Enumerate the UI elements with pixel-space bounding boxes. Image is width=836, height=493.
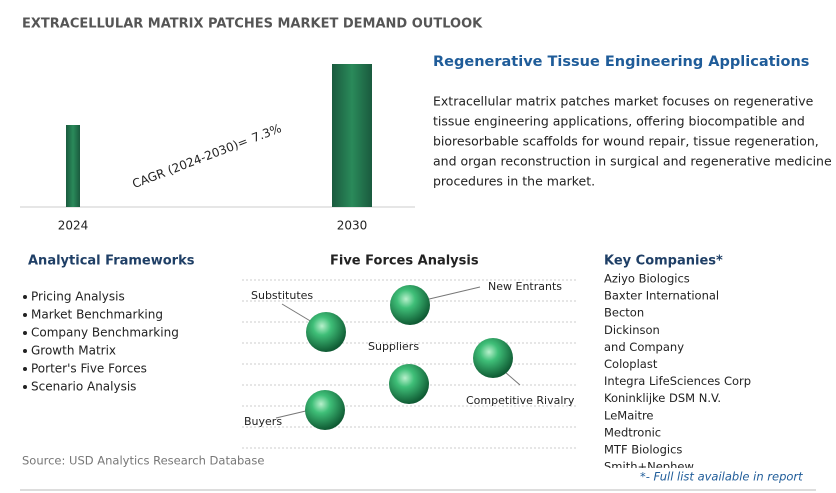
company: Integra LifeSciences Corp [604, 374, 751, 388]
title: EXTRACELLULAR MATRIX PATCHES MARKET DEMA… [22, 17, 483, 32]
x-tick-label: 2030 [337, 219, 368, 233]
frameworks-list: Pricing Analysis Market Benchmarking Compa… [23, 290, 179, 394]
description-line: and organ reconstruction in surgical and… [433, 154, 832, 169]
company: Koninklijke DSM N.V. [604, 391, 721, 405]
spheres [305, 285, 513, 430]
bar [332, 64, 372, 207]
company: Aziyo Biologics [604, 272, 690, 286]
framework-item: Company Benchmarking [31, 326, 179, 340]
description: Extracellular matrix patches market focu… [433, 94, 832, 189]
company: LeMaitre [604, 408, 654, 422]
cagr-value: 7.3% [250, 121, 283, 145]
bullet [23, 295, 27, 299]
force-label: Competitive Rivalry [466, 394, 575, 407]
companies-list: Aziyo Biologics Baxter International Becto… [604, 272, 751, 474]
force-label: Suppliers [368, 340, 419, 353]
connectors [275, 286, 521, 419]
company: Medtronic [604, 425, 661, 439]
force-label: Substitutes [251, 289, 313, 302]
framework-item: Growth Matrix [31, 344, 116, 358]
description-line: procedures in the market. [433, 174, 595, 189]
x-tick-label: 2024 [58, 219, 89, 233]
source: Source: USD Analytics Research Database [22, 454, 264, 468]
framework-item: Market Benchmarking [31, 308, 163, 322]
company: Coloplast [604, 357, 658, 371]
bullet [23, 313, 27, 317]
description-heading: Regenerative Tissue Engineering Applicat… [433, 54, 809, 70]
cagr-annotation: CAGR (2024-2030)=7.3% [130, 121, 283, 191]
frameworks-heading: Analytical Frameworks [28, 254, 195, 269]
framework-item: Scenario Analysis [31, 380, 136, 394]
description-line: tissue engineering applications, offerin… [433, 114, 805, 129]
company: Becton [604, 306, 644, 320]
list-mask [590, 468, 836, 493]
description-line: bioresorbable scaffolds for wound repair… [433, 134, 819, 149]
company: Baxter International [604, 289, 719, 303]
description-line: Extracellular matrix patches market focu… [433, 94, 814, 109]
five-forces-heading: Five Forces Analysis [330, 254, 479, 269]
five-forces-labels: Substitutes New Entrants Suppliers Competit… [244, 280, 575, 428]
bar [66, 125, 80, 207]
companies-heading: Key Companies* [604, 254, 723, 269]
company: and Company [604, 340, 684, 354]
bullet [23, 385, 27, 389]
company: Dickinson [604, 323, 660, 337]
force-label: Buyers [244, 415, 282, 428]
bullet [23, 349, 27, 353]
framework-item: Pricing Analysis [31, 290, 125, 304]
company: MTF Biologics [604, 443, 682, 457]
force-label: New Entrants [488, 280, 562, 293]
bullet [23, 367, 27, 371]
cagr-label: CAGR (2024-2030)= [130, 134, 250, 191]
framework-item: Porter's Five Forces [31, 362, 147, 376]
companies-note: *- Full list available in report [640, 470, 803, 484]
bullet [23, 331, 27, 335]
